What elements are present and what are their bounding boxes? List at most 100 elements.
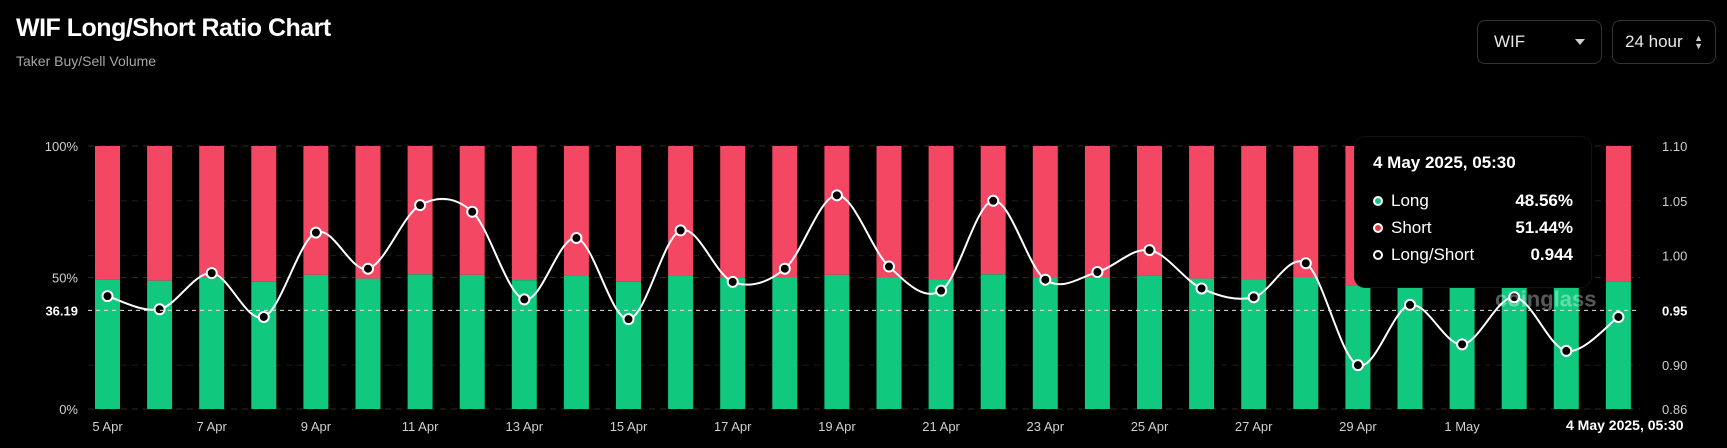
short-bar	[563, 146, 589, 276]
long-bar	[1032, 278, 1058, 409]
crosshair-right-label: 0.95	[1662, 303, 1687, 318]
long-bar	[1189, 278, 1215, 409]
symbol-select-value: WIF	[1494, 32, 1526, 51]
short-bar	[876, 146, 902, 278]
tooltip-row-long: Long 48.56%	[1373, 187, 1573, 214]
short-bar	[720, 146, 746, 279]
ratio-point	[466, 205, 479, 218]
long-bar	[1605, 281, 1631, 409]
page-subtitle: Taker Buy/Sell Volume	[16, 53, 157, 69]
ratio-point	[101, 290, 114, 303]
crosshair-x-label: 4 May 2025, 05:30	[1560, 414, 1690, 436]
crosshair-left-label: 36.19	[45, 303, 78, 318]
tooltip-short-label: Short	[1391, 217, 1432, 237]
ratio-point	[778, 262, 791, 275]
long-bar	[876, 277, 902, 409]
long-bar	[147, 280, 173, 409]
short-bar	[980, 146, 1006, 275]
long-bar	[980, 274, 1006, 409]
short-bar	[1189, 146, 1215, 279]
long-bar	[824, 274, 850, 409]
period-select-value: 24 hour	[1625, 32, 1683, 51]
short-bar	[511, 146, 537, 281]
tooltip-long-value: 48.56%	[1515, 190, 1573, 210]
x-tick-label: 17 Apr	[714, 419, 752, 434]
x-tick-label: 13 Apr	[506, 419, 544, 434]
ratio-point	[935, 284, 948, 297]
ratio-point	[987, 194, 1000, 207]
long-bar	[563, 275, 589, 409]
short-bar	[616, 146, 641, 282]
long-bar	[355, 278, 381, 409]
ratio-point	[362, 262, 374, 275]
ratio-point	[570, 232, 583, 245]
tooltip-ratio-value: 0.944	[1530, 244, 1573, 264]
ratio-point	[1404, 298, 1416, 311]
short-bar	[824, 146, 850, 275]
y-right-tick-label: 0.95	[1662, 303, 1687, 318]
ratio-point	[1247, 291, 1260, 304]
short-bar	[1137, 146, 1162, 276]
y-right-tick-label: 0.86	[1662, 402, 1687, 417]
ratio-point	[1560, 344, 1573, 357]
short-bar	[199, 146, 225, 279]
x-tick-label: 7 Apr	[197, 419, 228, 434]
long-bar	[1137, 275, 1162, 409]
ratio-point	[414, 199, 427, 212]
x-tick-label: 27 Apr	[1235, 419, 1273, 434]
crosshair-left-label-bg	[28, 299, 84, 322]
ratio-point	[674, 224, 687, 237]
short-bar	[1293, 146, 1319, 277]
ratio-point	[1508, 291, 1521, 304]
long-bar	[251, 281, 277, 409]
x-tick-label: 23 Apr	[1027, 419, 1065, 434]
ratio-point	[257, 310, 270, 323]
coinglass-watermark: coinglass	[1495, 286, 1596, 311]
long-legend-dot	[1373, 195, 1383, 206]
y-left-tick-label: 0%	[59, 402, 78, 417]
ratio-point	[1612, 310, 1625, 323]
x-tick-label: 11 Apr	[402, 419, 439, 434]
short-bar	[668, 146, 694, 276]
short-bar	[1241, 146, 1267, 280]
period-select[interactable]: 24 hour ▲ ▼	[1612, 20, 1716, 64]
ratio-point	[1195, 282, 1208, 295]
symbol-select[interactable]: WIF	[1477, 20, 1602, 64]
long-bar	[720, 278, 746, 409]
long-bar	[616, 281, 641, 409]
long-bar	[303, 274, 329, 409]
long-bar	[1293, 276, 1319, 409]
short-bar	[95, 146, 120, 280]
tooltip-short-value: 51.44%	[1515, 217, 1573, 237]
short-bar	[303, 146, 329, 275]
short-legend-dot	[1373, 222, 1383, 233]
ratio-point	[726, 275, 739, 288]
ratio-point	[1456, 338, 1469, 351]
tooltip-ratio-label: Long/Short	[1391, 244, 1475, 264]
short-bar	[355, 146, 381, 279]
ratio-point	[309, 226, 322, 239]
long-bar	[1345, 285, 1371, 409]
ratio-point	[622, 313, 635, 326]
short-bar	[1084, 146, 1110, 278]
ratio-point	[830, 189, 843, 202]
up-down-chevron-icon: ▲ ▼	[1694, 33, 1703, 51]
long-bar	[199, 278, 225, 409]
chevron-down-icon	[1575, 39, 1585, 45]
x-tick-label: 19 Apr	[818, 419, 856, 434]
y-right-tick-label: 1.10	[1662, 139, 1687, 154]
ratio-point	[1351, 359, 1364, 372]
y-left-tick-label: 50%	[52, 271, 78, 286]
short-bar	[147, 146, 173, 281]
ratio-point	[205, 267, 218, 280]
x-tick-label: 25 Apr	[1131, 419, 1169, 434]
y-right-tick-label: 0.90	[1662, 358, 1687, 373]
ratio-legend-dot	[1373, 249, 1383, 260]
long-bar	[459, 274, 485, 409]
long-bar	[668, 275, 694, 409]
ratio-point	[1039, 273, 1052, 286]
x-tick-label: 9 Apr	[301, 419, 332, 434]
long-bar	[407, 274, 433, 409]
tooltip-long-label: Long	[1391, 190, 1429, 210]
tooltip-title: 4 May 2025, 05:30	[1373, 153, 1516, 172]
